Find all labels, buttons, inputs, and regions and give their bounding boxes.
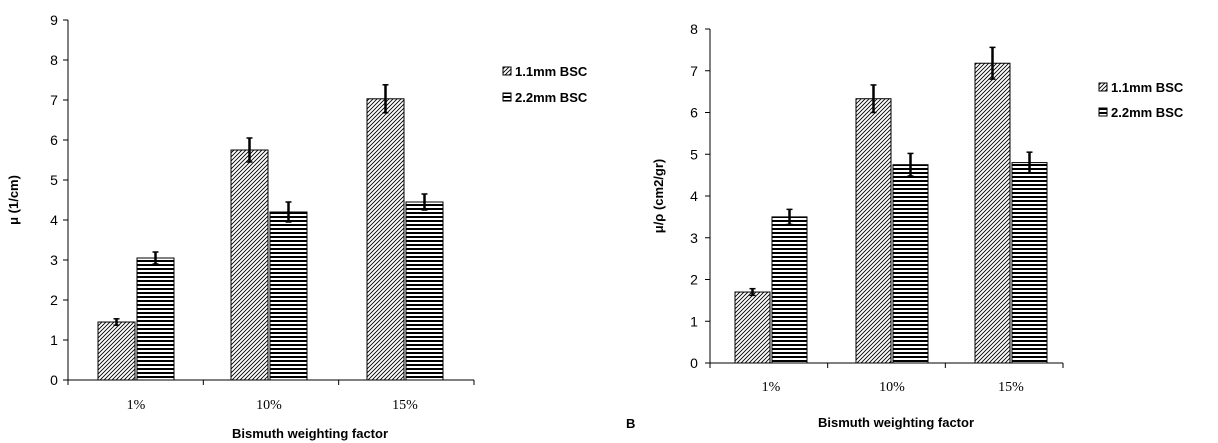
x-tick-label: 10% [256,398,282,413]
y-tick-label: 2 [690,272,698,288]
panel-b-letter: B [626,416,635,431]
x-tick-label: 15% [392,398,418,413]
x-axis-label: Bismuth weighting factor [232,426,388,441]
y-tick-label: 5 [690,146,698,162]
y-tick-label: 8 [690,21,698,37]
bar [892,164,929,364]
y-tick-label: 6 [690,105,698,121]
legend-label: 2.2mm BSC [515,90,588,105]
y-tick-label: 3 [50,252,58,268]
y-tick-label: 5 [50,172,58,188]
chart-b: 0 1 2 3 4 5 6 7 8 1% 10% 15% μ/ρ (cm2/gr) Bismuth wei… [651,21,1184,430]
bar [405,201,444,381]
y-axis-label: μ/ρ (cm2/gr) [651,159,666,234]
y-tick-label: 7 [50,92,58,108]
x-tick-label: 10% [879,380,905,395]
bar [855,98,892,364]
y-tick-label: 1 [690,313,698,329]
bar [771,216,808,364]
bar [136,257,175,381]
legend-swatch [502,66,512,76]
y-tick-label: 7 [690,63,698,79]
x-tick-label: 1% [762,380,781,395]
legend-swatch [1098,107,1108,117]
legend-swatch [1098,82,1108,92]
y-tick-label: 6 [50,132,58,148]
x-tick-label: 15% [998,380,1024,395]
y-tick-label: 2 [50,292,58,308]
y-axis-label: μ (1/cm) [6,175,21,225]
y-tick-label: 9 [50,12,58,28]
bar [1011,162,1048,364]
legend-label: 1.1mm BSC [515,64,588,79]
bar [269,211,308,381]
y-tick-label: 8 [50,52,58,68]
y-tick-label: 3 [690,230,698,246]
bar [97,321,136,381]
bar [734,291,771,364]
bar [230,149,269,381]
y-tick-label: 0 [690,355,698,371]
y-tick-label: 4 [690,188,698,204]
bar [974,62,1011,364]
x-axis-label: Bismuth weighting factor [818,415,974,430]
chart-a: 0 1 2 3 4 5 6 7 8 9 1% 10% 15% μ (1/cm) Bismuth weight… [6,12,588,441]
y-tick-label: 1 [50,332,58,348]
y-tick-label: 0 [50,372,58,388]
legend-label: 2.2mm BSC [1111,105,1184,120]
legend-swatch [502,92,512,102]
legend-label: 1.1mm BSC [1111,80,1184,95]
bar [366,98,405,381]
x-tick-label: 1% [127,398,146,413]
y-tick-label: 4 [50,212,58,228]
